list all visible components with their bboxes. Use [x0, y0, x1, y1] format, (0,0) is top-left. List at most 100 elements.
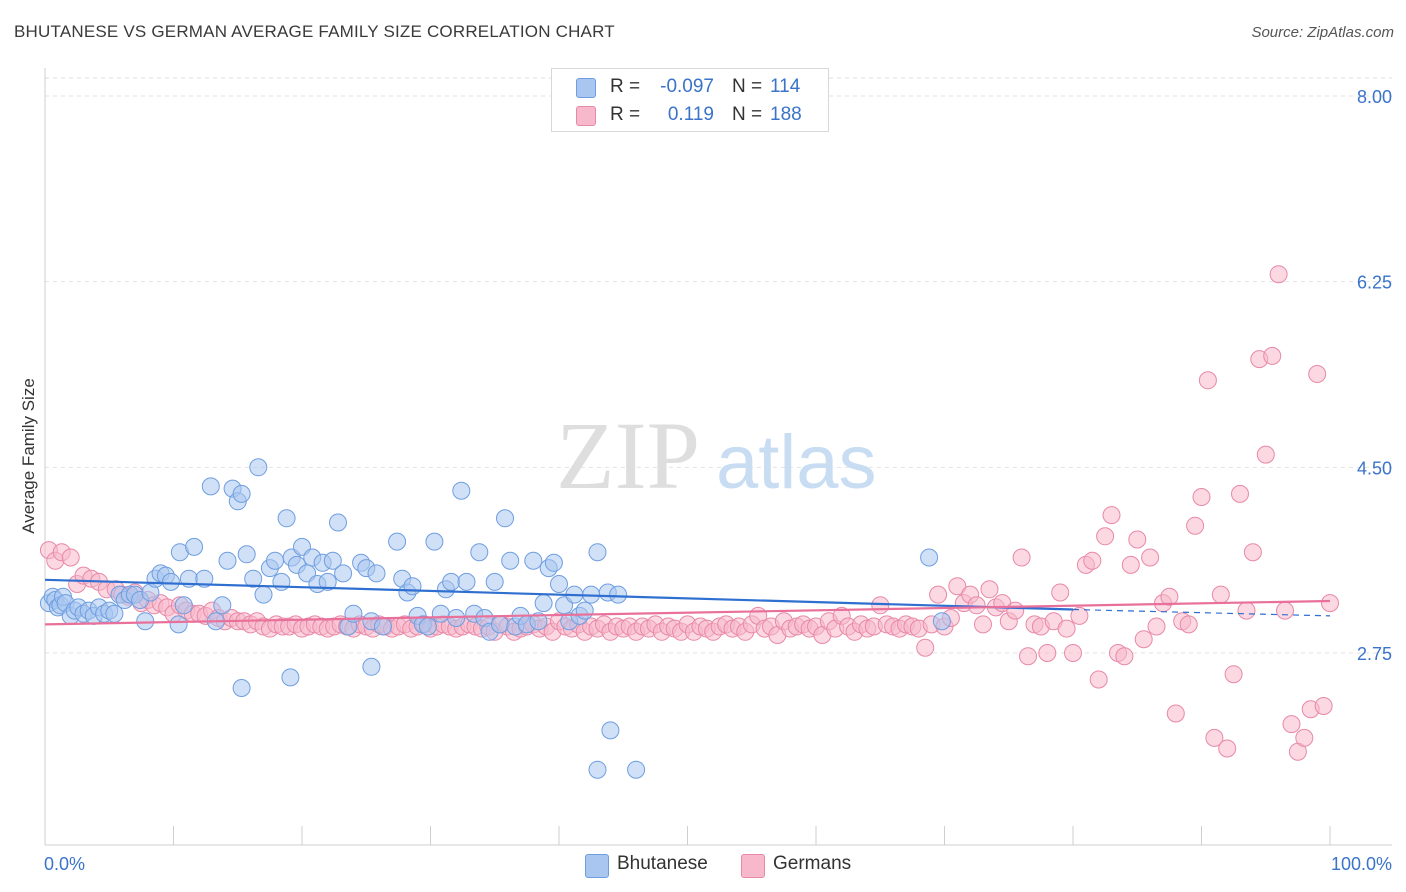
axes — [44, 68, 1392, 846]
point-bhutanese — [367, 564, 386, 583]
legend-n-value: 188 — [770, 104, 802, 125]
trend-lines — [44, 578, 1331, 626]
point-germans — [1218, 739, 1237, 758]
point-germans — [1038, 644, 1057, 662]
point-bhutanese — [490, 615, 509, 634]
correlation-legend: R = -0.097 N = 114 R = 0.119 N = 188 — [551, 68, 829, 132]
data-points — [39, 265, 1339, 779]
point-bhutanese — [588, 543, 607, 562]
point-bhutanese — [534, 594, 553, 613]
legend-r-label: R = — [610, 104, 641, 125]
point-bhutanese — [388, 532, 407, 551]
point-germans — [1070, 606, 1089, 625]
point-bhutanese — [529, 612, 548, 631]
y-tick-label: 8.00 — [1357, 87, 1392, 107]
point-bhutanese — [174, 596, 193, 615]
point-bhutanese — [501, 551, 520, 570]
legend-row-bhutanese: R = -0.097 N = 114 — [552, 73, 828, 99]
point-germans — [1019, 647, 1037, 666]
point-germans — [980, 580, 999, 599]
point-germans — [916, 638, 935, 657]
point-germans — [1186, 516, 1205, 535]
chart-title: BHUTANESE VS GERMAN AVERAGE FAMILY SIZE … — [14, 22, 615, 41]
point-germans — [1083, 551, 1102, 570]
point-bhutanese — [244, 569, 263, 588]
point-bhutanese — [418, 617, 437, 636]
point-germans — [1102, 506, 1121, 525]
point-germans — [1089, 670, 1108, 689]
point-germans — [1115, 647, 1134, 666]
trend-line-bhutanese — [44, 578, 1074, 611]
point-germans — [948, 577, 967, 596]
point-germans — [1282, 715, 1301, 734]
axis-labels: Average Family Size 0.0% 100.0% 2.75 4.50… — [19, 87, 1392, 874]
point-bhutanese — [550, 575, 568, 593]
point-bhutanese — [431, 604, 450, 623]
legend-swatch-germans — [576, 106, 596, 126]
point-germans — [1166, 704, 1185, 723]
point-bhutanese — [281, 668, 300, 687]
point-germans — [1134, 630, 1153, 649]
point-bhutanese — [249, 458, 268, 477]
point-bhutanese — [457, 572, 476, 591]
y-tick-label: 6.25 — [1357, 273, 1392, 293]
point-germans — [871, 596, 890, 615]
point-bhutanese — [254, 585, 273, 604]
point-bhutanese — [485, 572, 504, 591]
watermark-zip: ZIP — [556, 402, 700, 509]
legend-row-germans: R = 0.119 N = 188 — [552, 101, 828, 127]
point-bhutanese — [452, 481, 471, 500]
y-tick-label: 2.75 — [1357, 644, 1392, 664]
point-germans — [929, 585, 948, 604]
point-bhutanese — [318, 572, 337, 591]
point-germans — [61, 548, 80, 567]
point-germans — [1006, 601, 1025, 620]
point-germans — [1276, 601, 1294, 620]
point-germans — [1269, 265, 1288, 284]
point-bhutanese — [470, 543, 489, 562]
point-germans — [1263, 346, 1282, 365]
point-germans — [1147, 617, 1166, 636]
legend-r-value: -0.097 — [660, 76, 714, 97]
point-germans — [1192, 488, 1211, 506]
point-bhutanese — [237, 545, 256, 564]
point-bhutanese — [213, 596, 232, 615]
point-germans — [1256, 445, 1275, 464]
source-label: Source: ZipAtlas.com — [1251, 24, 1394, 41]
point-bhutanese — [932, 612, 951, 631]
gridlines — [45, 77, 1392, 654]
point-bhutanese — [601, 721, 620, 740]
legend-r-value: 0.119 — [667, 104, 714, 125]
point-germans — [1231, 484, 1249, 503]
point-germans — [1211, 585, 1230, 604]
point-bhutanese — [524, 551, 543, 570]
point-germans — [1057, 619, 1076, 638]
x-tick-label-start: 0.0% — [44, 854, 85, 874]
point-bhutanese — [588, 760, 607, 779]
watermark-atlas: atlas — [716, 420, 877, 505]
point-bhutanese — [218, 551, 237, 570]
point-bhutanese — [195, 569, 214, 588]
point-bhutanese — [609, 585, 628, 604]
point-germans — [1096, 527, 1115, 546]
point-bhutanese — [169, 615, 188, 634]
point-bhutanese — [201, 477, 220, 496]
point-germans — [1012, 548, 1031, 567]
point-germans — [1141, 548, 1160, 567]
point-bhutanese — [575, 601, 594, 620]
series-swatch-germans — [741, 854, 765, 878]
point-germans — [1051, 583, 1070, 602]
point-germans — [1205, 728, 1224, 747]
point-germans — [1179, 615, 1198, 634]
series-swatch-bhutanese — [585, 854, 609, 878]
watermark: ZIP atlas — [556, 402, 877, 509]
point-bhutanese — [920, 548, 939, 567]
point-germans — [1121, 555, 1140, 574]
point-bhutanese — [323, 551, 342, 570]
point-bhutanese — [362, 657, 381, 676]
x-tick-label-end: 100.0% — [1331, 854, 1392, 874]
point-bhutanese — [161, 572, 180, 591]
point-germans — [1314, 697, 1333, 715]
point-bhutanese — [425, 532, 444, 551]
point-germans — [1160, 587, 1179, 606]
